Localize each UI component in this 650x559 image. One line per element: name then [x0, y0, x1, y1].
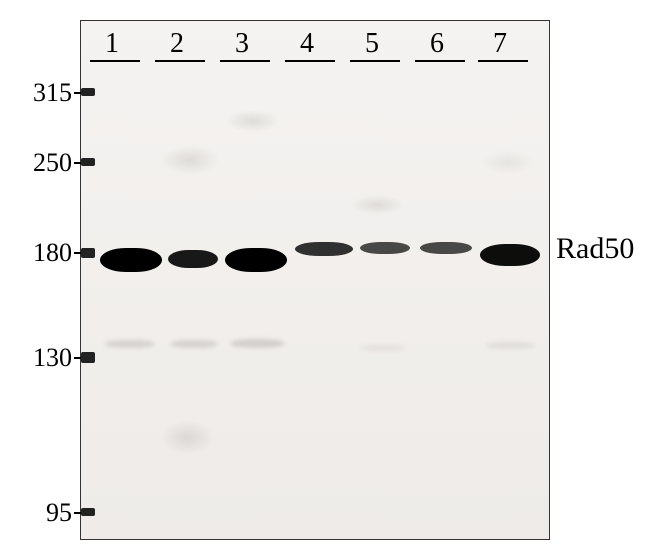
- lane-underline: [415, 60, 465, 62]
- ladder-mark: [81, 352, 95, 363]
- mw-label-130: 130: [12, 343, 72, 373]
- smear: [225, 110, 280, 132]
- band-secondary-lane5: [360, 345, 405, 351]
- smear: [350, 195, 405, 215]
- lane-underline: [90, 60, 140, 62]
- band-secondary-lane7: [485, 342, 535, 349]
- smear: [160, 420, 215, 455]
- lane-label-1: 1: [82, 28, 142, 60]
- mw-label-250: 250: [12, 148, 72, 178]
- ladder-mark: [81, 158, 95, 166]
- lane-underline: [285, 60, 335, 62]
- band-secondary-lane1: [105, 340, 155, 348]
- smear: [160, 145, 220, 175]
- lane-underline: [220, 60, 270, 62]
- ladder-mark: [81, 88, 95, 96]
- band-main-lane6: [420, 242, 472, 254]
- mw-label-95: 95: [12, 498, 72, 528]
- smear: [480, 150, 535, 175]
- ladder-mark: [81, 248, 95, 258]
- lane-label-5: 5: [342, 28, 402, 60]
- band-main-lane2: [168, 250, 218, 268]
- band-main-lane5: [360, 242, 410, 254]
- lane-label-6: 6: [407, 28, 467, 60]
- lane-label-7: 7: [470, 28, 530, 60]
- band-main-lane4: [295, 242, 353, 256]
- protein-label-rad50: Rad50: [556, 232, 634, 266]
- mw-label-180: 180: [12, 238, 72, 268]
- lane-label-2: 2: [147, 28, 207, 60]
- ladder-mark: [81, 508, 95, 516]
- lane-label-4: 4: [277, 28, 337, 60]
- band-secondary-lane3: [230, 339, 285, 348]
- lane-underline: [155, 60, 205, 62]
- lane-underline: [350, 60, 400, 62]
- lane-label-3: 3: [212, 28, 272, 60]
- band-main-lane3: [225, 248, 287, 272]
- lane-underline: [478, 60, 528, 62]
- band-main-lane1: [100, 248, 162, 272]
- band-main-lane7: [480, 244, 540, 266]
- mw-label-315: 315: [12, 78, 72, 108]
- band-secondary-lane2: [170, 340, 218, 348]
- blot-membrane: [80, 20, 550, 540]
